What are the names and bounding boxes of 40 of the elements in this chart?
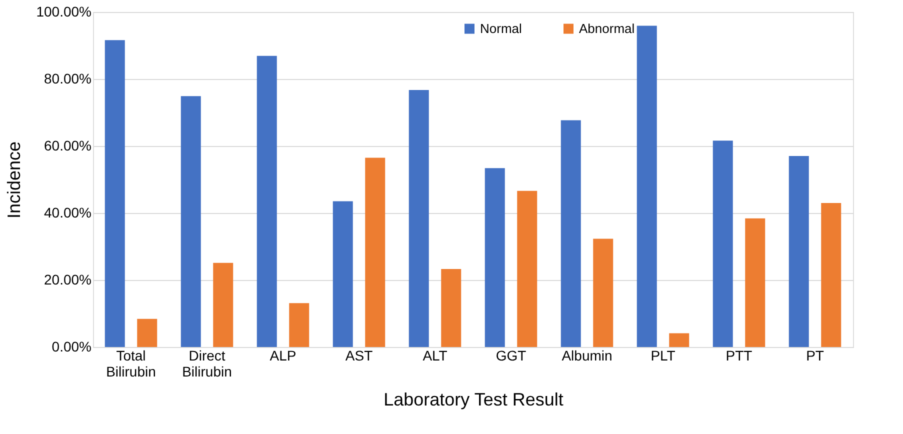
x-axis-title: Laboratory Test Result [384,390,564,410]
x-tick-label: Albumin [562,348,612,364]
x-tick-label: ALP [270,348,296,364]
bar [821,202,842,347]
bar [517,190,538,347]
x-tick-label: PT [806,348,824,364]
bar [213,262,234,347]
x-tick-label: ALT [422,348,448,364]
y-tick-label: 60.00% [44,138,92,154]
bar [441,268,462,347]
y-tick-label: 80.00% [44,70,92,86]
y-tick-label: 20.00% [44,272,92,288]
bar [593,238,614,347]
bar [332,201,353,347]
x-tick-label: PTT [726,348,753,364]
x-tick-label: GGT [496,348,527,364]
bar [745,218,766,347]
bar [560,120,581,347]
bar [365,158,386,347]
y-tick-label: 100.00% [36,4,92,20]
y-tick-label: 40.00% [44,204,92,220]
bar [408,90,429,347]
x-tick-label: AST [345,348,374,364]
legend-label: Abnormal [579,20,635,36]
bar [788,156,809,347]
bar [484,168,505,347]
legend-label: Normal [480,20,522,36]
bar [104,40,125,347]
x-tick-label: Total Bilirubin [106,348,156,380]
bar [137,318,158,347]
bar [289,303,310,347]
bar [256,56,277,347]
x-tick-label: PLT [650,348,676,364]
bar [636,26,657,347]
bar [669,333,690,347]
bar [180,96,201,347]
y-tick-label: 0.00% [52,338,92,354]
y-axis-title: Incidence [4,141,24,219]
x-tick-label: Direct Bilirubin [182,348,232,380]
bar [712,140,733,347]
